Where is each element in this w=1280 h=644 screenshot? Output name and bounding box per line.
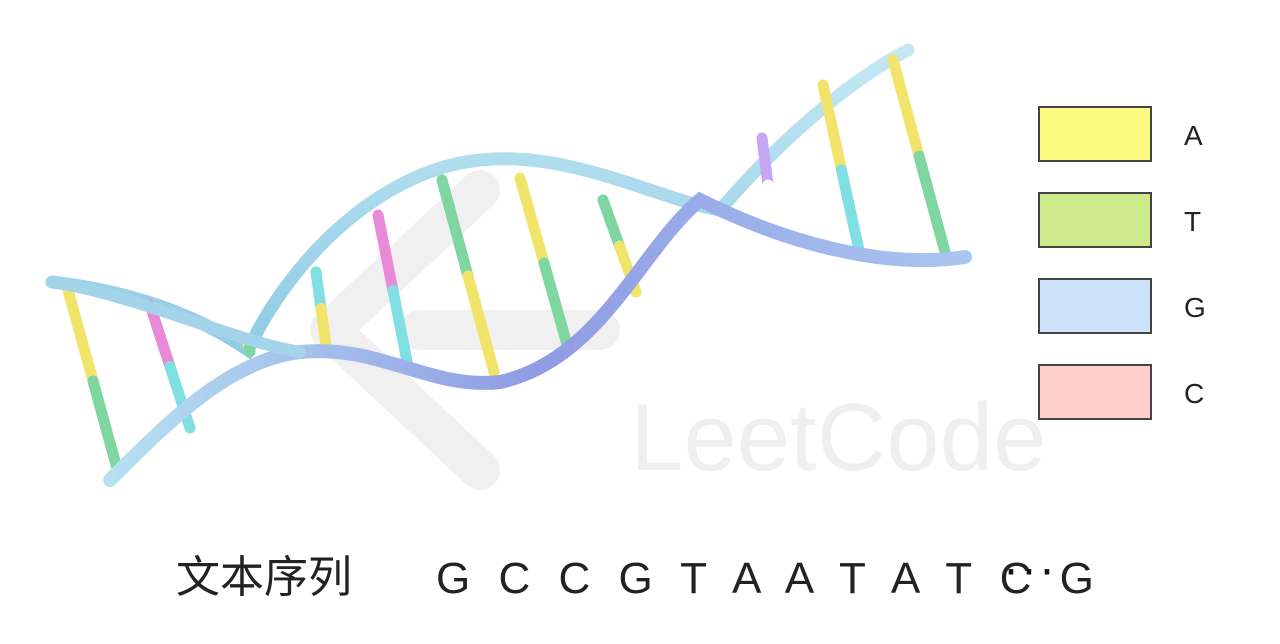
base-pair-5-lower (387, 285, 414, 372)
sequence-ellipsis: ··· (1004, 547, 1058, 598)
base-pair-9-upper (756, 132, 774, 191)
base-pair-1-upper (62, 284, 99, 387)
base-pair-7-lower (538, 257, 574, 354)
base-pair-2-upper (144, 299, 176, 372)
legend-swatch-t (1038, 192, 1152, 248)
base-pair-2-lower (164, 361, 196, 434)
watermark-logo-icon (310, 170, 620, 490)
legend-label-c: C (1184, 378, 1205, 409)
legend-label-a: A (1184, 120, 1203, 151)
dna-front-strand (103, 191, 972, 487)
sequence-text: G C C G T A A T A T C G (436, 554, 1102, 603)
base-pair-10-lower (836, 164, 866, 261)
base-pair-8-upper (597, 194, 625, 252)
dna-front-strand-edge (46, 276, 306, 358)
base-pair-4-lower (315, 303, 332, 351)
legend-label-g: G (1184, 292, 1206, 323)
base-pair-4-upper (310, 266, 327, 314)
legend-swatch-c (1038, 364, 1152, 420)
base-pair-1-lower (87, 375, 124, 478)
caption-label: 文本序列 (176, 552, 352, 603)
watermark: LeetCode (310, 170, 1046, 491)
base-pair-6-upper (436, 174, 474, 282)
legend-swatch-g (1038, 278, 1152, 334)
base-pair-7-upper (514, 172, 550, 269)
base-pair-10-upper (817, 79, 847, 176)
base-pair-11-lower (913, 150, 951, 258)
legend-swatch-a (1038, 106, 1152, 162)
base-pair-6-lower (462, 270, 500, 378)
legend-label-t: T (1184, 206, 1202, 237)
base-pair-3-lower (243, 343, 256, 358)
watermark-text: LeetCode (630, 384, 1046, 491)
base-pair-11-upper (887, 54, 925, 162)
base-pair-5-upper (372, 209, 399, 296)
